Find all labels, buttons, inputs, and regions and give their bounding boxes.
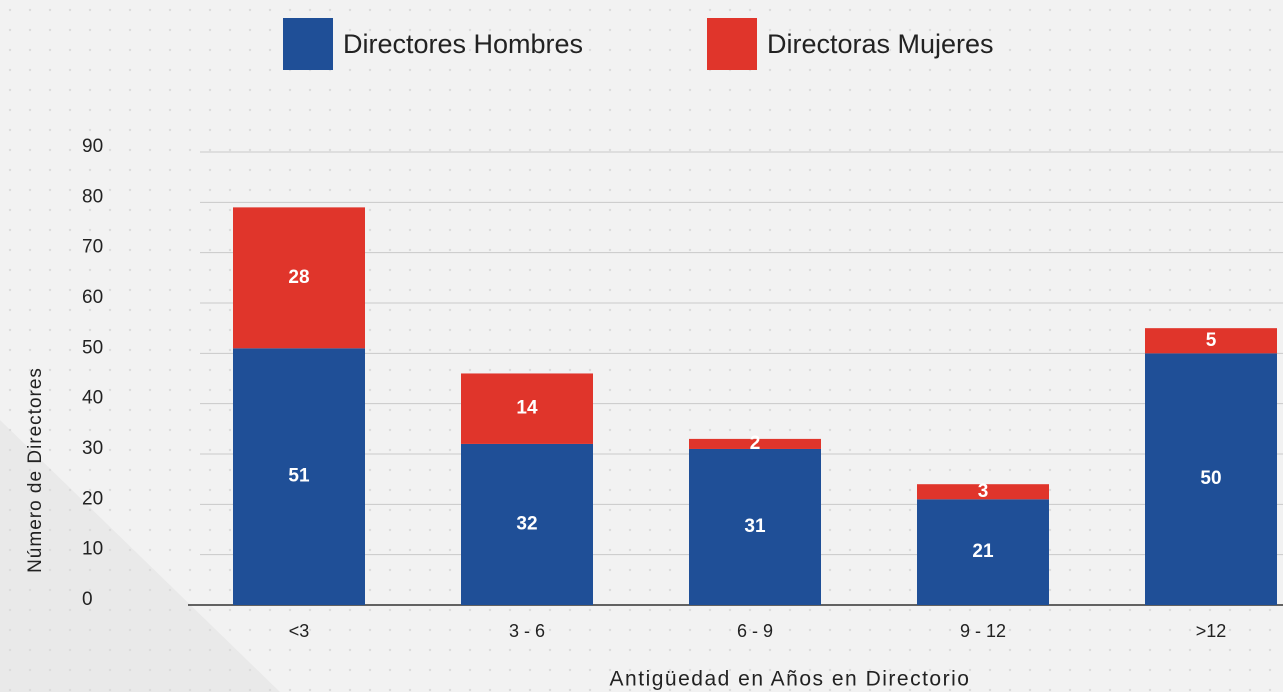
value-label: 31 [744, 516, 766, 537]
legend-swatch [707, 18, 757, 70]
bar-segment [461, 443, 593, 605]
value-label: 28 [288, 267, 309, 288]
y-tick-label: 10 [82, 539, 103, 560]
y-tick-label: 30 [82, 438, 103, 459]
y-axis-title: Número de Directores [25, 367, 46, 573]
bar-segment [1145, 353, 1277, 605]
legend-swatch [283, 18, 333, 70]
value-label: 2 [750, 433, 761, 454]
value-label: 50 [1200, 468, 1221, 489]
y-tick-label: 50 [82, 337, 103, 358]
value-label: 21 [972, 541, 994, 562]
x-tick-label: 6 - 9 [737, 621, 773, 641]
y-tick-label: 0 [82, 589, 93, 610]
value-label: 3 [978, 481, 989, 502]
bar-segment [917, 484, 1049, 500]
value-label: 32 [516, 513, 537, 534]
value-label: 14 [516, 398, 538, 419]
x-tick-label: 3 - 6 [509, 621, 545, 641]
bar-segment [233, 207, 365, 349]
y-tick-label: 80 [82, 186, 103, 207]
bar-segment [917, 499, 1049, 605]
bar-segment [461, 373, 593, 444]
bar-segment [233, 348, 365, 605]
y-tick-label: 90 [82, 136, 103, 157]
y-tick-label: 60 [82, 287, 103, 308]
x-tick-label: 9 - 12 [960, 621, 1006, 641]
y-tick-label: 40 [82, 388, 103, 409]
value-label: 5 [1206, 330, 1217, 351]
x-axis-title: Antigüedad en Años en Directorio [610, 668, 971, 691]
legend-label: Directores Hombres [343, 29, 583, 59]
bar-segment [1145, 328, 1277, 354]
bar-segment [689, 438, 821, 449]
x-tick-label: >12 [1196, 621, 1227, 641]
y-tick-label: 70 [82, 237, 103, 258]
x-tick-label: <3 [289, 621, 310, 641]
legend-label: Directoras Mujeres [767, 29, 994, 59]
y-tick-label: 20 [82, 488, 103, 509]
bar-segment [689, 448, 821, 605]
value-label: 51 [288, 466, 310, 487]
